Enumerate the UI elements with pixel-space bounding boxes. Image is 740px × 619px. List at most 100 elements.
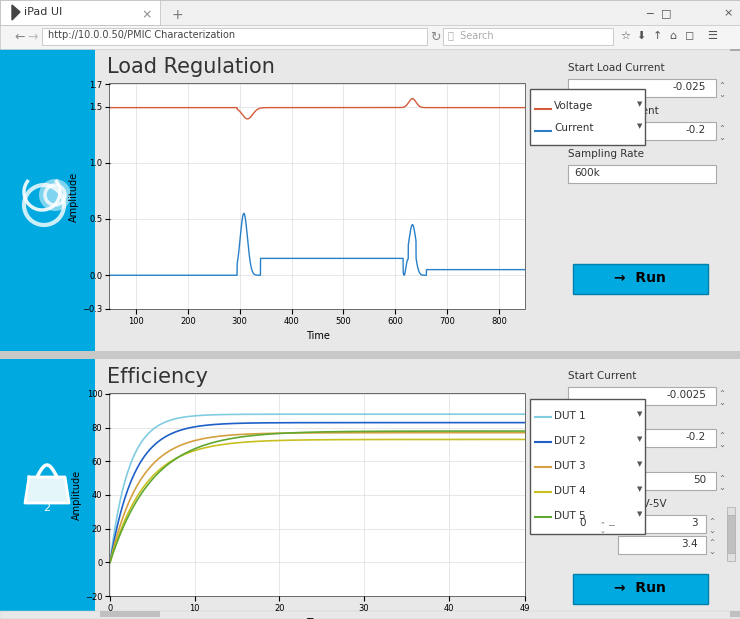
Bar: [727, 515, 735, 553]
X-axis label: Time: Time: [306, 331, 329, 341]
Bar: [95, 49, 740, 351]
Bar: [0, 359, 740, 611]
Text: →  Run: → Run: [614, 581, 666, 595]
Text: ↻: ↻: [430, 31, 440, 44]
Text: +: +: [171, 8, 183, 22]
Text: Current: Current: [554, 123, 593, 133]
Text: 600k: 600k: [574, 168, 599, 178]
Text: ⌄: ⌄: [600, 528, 606, 534]
Text: DUT 4: DUT 4: [554, 486, 585, 496]
Text: Load Regulation: Load Regulation: [107, 57, 275, 77]
Text: ⌃: ⌃: [718, 82, 725, 91]
Text: End Load Current: End Load Current: [568, 106, 659, 116]
Text: ─: ─: [608, 521, 614, 531]
Text: →: →: [27, 31, 38, 44]
Text: ⌄: ⌄: [718, 440, 725, 449]
Text: ⌃: ⌃: [718, 475, 725, 484]
Text: -0.2: -0.2: [686, 432, 706, 442]
Text: ⌂: ⌂: [670, 31, 676, 41]
Bar: [0, 0, 160, 25]
Text: ▼: ▼: [637, 486, 642, 492]
Bar: [730, 611, 740, 617]
Bar: [568, 165, 716, 183]
Bar: [568, 387, 716, 405]
Bar: [0, 611, 740, 619]
Text: ▼: ▼: [637, 123, 642, 129]
Text: ⌄: ⌄: [718, 90, 725, 99]
Text: Current Steps: Current Steps: [568, 456, 640, 466]
Text: ☰: ☰: [707, 31, 717, 41]
Text: ⌃: ⌃: [708, 518, 715, 527]
Text: ▼: ▼: [637, 436, 642, 442]
Bar: [0, 49, 95, 351]
Text: ⌄: ⌄: [718, 483, 725, 492]
X-axis label: Time: Time: [306, 618, 329, 619]
Bar: [573, 264, 708, 294]
Text: 2: 2: [44, 503, 50, 513]
Bar: [443, 28, 613, 45]
Text: ⌄: ⌄: [708, 547, 715, 556]
Bar: [568, 515, 598, 533]
Text: Voltage: Voltage: [554, 101, 593, 111]
Bar: [42, 28, 427, 45]
Bar: [568, 429, 716, 447]
Circle shape: [39, 179, 71, 211]
Text: ⌄: ⌄: [718, 133, 725, 142]
Text: ☆: ☆: [620, 31, 630, 41]
Text: ↑: ↑: [653, 31, 662, 41]
Text: 🔍  Search: 🔍 Search: [448, 30, 494, 40]
Bar: [110, 394, 525, 596]
Text: End Current: End Current: [568, 413, 630, 423]
Text: DUT 5: DUT 5: [554, 511, 585, 521]
Bar: [110, 84, 525, 309]
Text: ▼: ▼: [637, 461, 642, 467]
Text: 0: 0: [579, 518, 586, 528]
Text: ⌃: ⌃: [718, 125, 725, 134]
Bar: [0, 0, 740, 25]
Y-axis label: Amplitude: Amplitude: [72, 470, 82, 520]
Text: Start Current: Start Current: [568, 371, 636, 381]
Bar: [100, 611, 160, 617]
Bar: [618, 515, 706, 533]
Text: Efficiency: Efficiency: [107, 367, 208, 387]
Text: 3.4: 3.4: [682, 539, 698, 549]
Text: □: □: [661, 8, 671, 18]
Bar: [730, 49, 740, 51]
Bar: [530, 399, 645, 534]
Text: Start Load Current: Start Load Current: [568, 63, 665, 73]
Bar: [530, 89, 645, 145]
Bar: [0, 49, 740, 351]
Text: ─: ─: [647, 8, 653, 18]
Text: -0.025: -0.025: [673, 82, 706, 92]
Bar: [568, 122, 716, 140]
Text: Valid Inputs: 3V-5V: Valid Inputs: 3V-5V: [568, 499, 667, 509]
Text: ←: ←: [14, 31, 24, 44]
Text: DUT 1: DUT 1: [554, 411, 585, 421]
Bar: [568, 79, 716, 97]
Text: DUT 3: DUT 3: [554, 461, 585, 471]
Text: Sampling Rate: Sampling Rate: [568, 149, 644, 159]
Text: ▼: ▼: [637, 101, 642, 107]
Text: DUT 2: DUT 2: [554, 436, 585, 446]
Text: ⬇: ⬇: [636, 31, 646, 41]
Text: ⌃: ⌃: [600, 521, 606, 527]
Bar: [0, 351, 740, 359]
Text: ×: ×: [723, 8, 733, 18]
Polygon shape: [12, 5, 20, 20]
Bar: [727, 507, 735, 515]
Text: →  Run: → Run: [614, 271, 666, 285]
Text: ⌄: ⌄: [708, 526, 715, 535]
Text: ▼: ▼: [637, 511, 642, 517]
Text: http://10.0.0.50/PMIC Characterization: http://10.0.0.50/PMIC Characterization: [48, 30, 235, 40]
Text: iPad UI: iPad UI: [24, 7, 62, 17]
Text: ×: ×: [142, 8, 152, 21]
Text: 3: 3: [691, 518, 698, 528]
Text: -0.2: -0.2: [686, 125, 706, 135]
Text: 50: 50: [693, 475, 706, 485]
Bar: [618, 536, 706, 554]
Text: ▼: ▼: [637, 411, 642, 417]
Text: ⌃: ⌃: [708, 539, 715, 548]
Text: ⌄: ⌄: [718, 398, 725, 407]
Bar: [568, 472, 716, 490]
Bar: [0, 359, 95, 611]
